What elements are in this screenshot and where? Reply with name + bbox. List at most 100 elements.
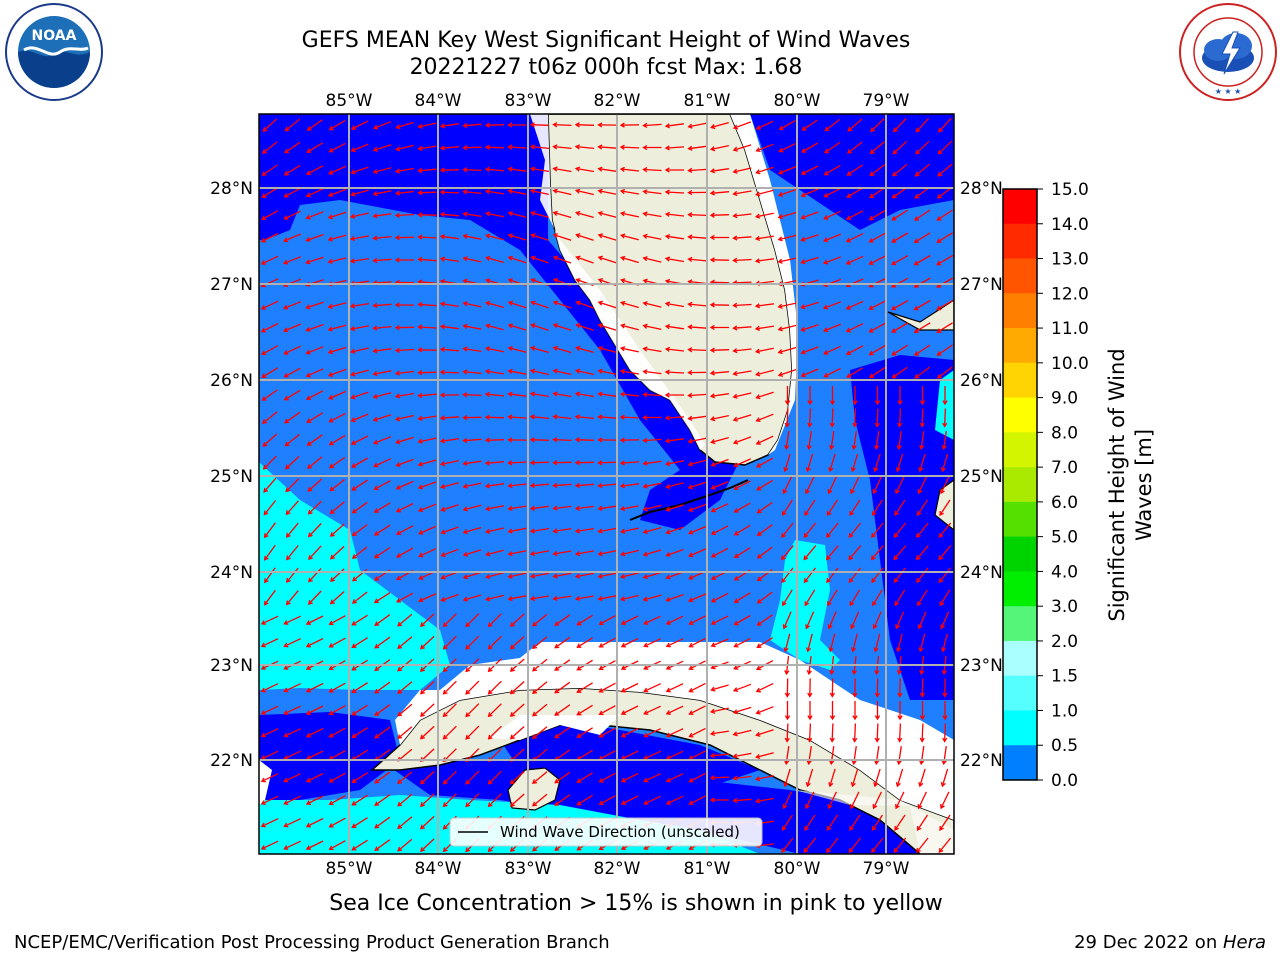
wind-arrow-head [756, 643, 762, 648]
wind-arrow-head [823, 372, 829, 378]
wind-arrow-head [462, 301, 468, 307]
wind-arrow [755, 235, 775, 240]
wind-arrow-head [619, 528, 626, 534]
wind-arrow [261, 705, 279, 715]
wind-arrow [621, 256, 639, 264]
wind-arrow [488, 725, 502, 740]
wind-arrow-head [914, 193, 920, 199]
wind-arrow [824, 345, 841, 355]
wind-arrow-head [917, 804, 923, 810]
wind-arrow-head [870, 127, 876, 133]
wind-arrow-head [619, 368, 626, 375]
wind-arrow [418, 122, 437, 128]
wind-arrow-head [532, 801, 538, 807]
wind-arrow-head [642, 278, 648, 284]
wind-arrow [485, 190, 505, 195]
wind-arrow-head [709, 324, 715, 331]
wind-arrow [688, 213, 707, 217]
wind-arrow-head [552, 391, 558, 397]
colorbar-frame [1002, 188, 1038, 781]
wind-arrow [486, 549, 504, 556]
wind-arrow [508, 190, 527, 195]
wind-arrow-head [552, 122, 558, 128]
wind-arrow [598, 301, 617, 309]
wind-arrow-head [575, 300, 581, 306]
wind-arrow-head [710, 552, 717, 558]
wind-arrow-head [845, 327, 851, 333]
wind-arrow [869, 209, 886, 221]
wind-arrow-head [688, 529, 694, 535]
lat-label-left: 26°N [210, 371, 253, 391]
wind-arrow [643, 168, 662, 172]
wind-arrow-head [828, 782, 834, 788]
wind-arrow-head [755, 394, 761, 400]
wind-arrow-head [395, 484, 401, 490]
wind-arrow-head [576, 665, 582, 671]
wind-arrow [284, 683, 301, 692]
wind-arrow [576, 189, 594, 196]
wind-arrow-head [374, 733, 380, 739]
wind-arrow-head [868, 237, 874, 243]
wind-arrow [374, 704, 391, 716]
wind-arrow-head [507, 188, 513, 194]
wind-arrow-head [687, 461, 693, 467]
wind-arrow-head [733, 553, 739, 558]
wind-arrow-head [940, 467, 946, 473]
wind-arrow-head [283, 687, 289, 693]
colorbar-tick-label: 2.0 [1051, 632, 1078, 652]
wind-arrow [577, 704, 593, 716]
wind-arrow-head [688, 687, 694, 693]
wind-arrow [530, 439, 550, 441]
wind-arrow [801, 142, 819, 153]
wind-arrow-head [824, 148, 830, 154]
wind-arrow [918, 611, 927, 629]
wind-arrow [666, 460, 684, 465]
wind-arrow-head [440, 574, 446, 580]
wind-arrow [284, 367, 301, 378]
wind-arrow [352, 591, 368, 604]
wind-arrow [781, 837, 794, 853]
wind-arrow-head [642, 437, 648, 443]
wind-arrow [783, 476, 792, 494]
wind-arrow [621, 212, 639, 218]
wind-arrow [329, 412, 346, 423]
wind-arrow-head [914, 373, 920, 379]
wind-arrow [826, 814, 839, 831]
wind-arrow [914, 366, 931, 379]
wind-arrow [463, 212, 482, 218]
wind-arrow-head [938, 533, 944, 538]
wind-arrow [643, 212, 662, 218]
lon-label-bottom: 82°W [594, 859, 641, 879]
wind-arrow [871, 837, 884, 853]
wind-arrow-head [937, 171, 943, 177]
wind-arrow [441, 548, 459, 557]
wind-arrow [420, 815, 435, 830]
wind-arrow-head [688, 777, 694, 783]
wind-arrow-head [643, 777, 649, 783]
wind-arrow [643, 594, 662, 601]
wind-arrow-head [919, 422, 925, 428]
wind-arrow [352, 501, 368, 514]
wind-arrow-head [328, 823, 334, 828]
wind-arrow [396, 592, 414, 603]
wind-arrow [530, 483, 550, 487]
wind-arrow-head [576, 688, 582, 693]
wind-arrow-head [800, 349, 806, 355]
wind-arrow-head [283, 237, 289, 243]
wind-arrow-head [328, 665, 334, 671]
colorbar-band [1003, 258, 1037, 294]
wind-arrow-head [805, 782, 811, 788]
wind-arrow [374, 749, 391, 761]
wind-arrow [897, 633, 903, 652]
wind-arrow-head [936, 328, 942, 333]
wind-arrow-head [439, 256, 446, 262]
wind-arrow-head [417, 212, 423, 218]
wind-arrow [846, 367, 864, 378]
wind-arrow [285, 118, 300, 132]
wind-arrow-head [687, 369, 693, 376]
wind-arrow [824, 210, 841, 220]
wind-arrow-head [688, 642, 694, 648]
wind-arrow-head [871, 533, 876, 538]
wind-arrow [778, 346, 797, 354]
wind-arrow-head [756, 531, 762, 537]
